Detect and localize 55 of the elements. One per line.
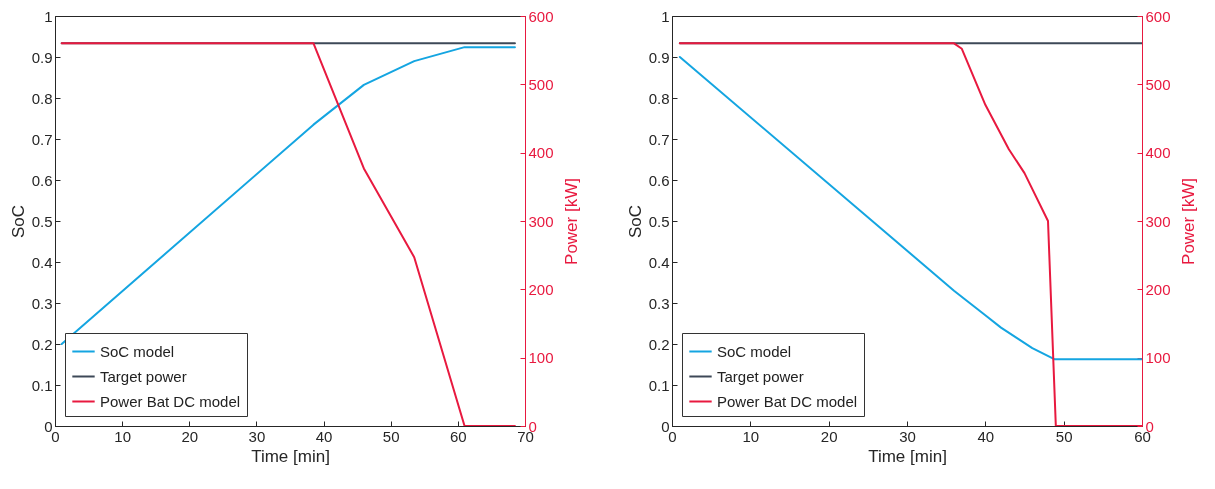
legend-label: Target power	[100, 367, 187, 385]
x-tick-label: 30	[248, 427, 266, 445]
y-tick-label: 0.7	[648, 130, 670, 148]
legend-label: SoC model	[100, 342, 175, 360]
y-tick-label: 0.2	[648, 335, 670, 353]
y2-tick-label: 400	[1145, 144, 1171, 162]
legend-label: Power Bat DC model	[717, 392, 858, 410]
y-tick-label: 0.9	[648, 48, 670, 66]
y-tick-label: 0.1	[31, 376, 53, 394]
y2-tick-label: 600	[528, 7, 554, 25]
y2-tick-label: 300	[1145, 212, 1171, 230]
legend-label: Power Bat DC model	[100, 392, 241, 410]
x-tick-label: 10	[114, 427, 131, 445]
x-axis-title: Time [min]	[251, 446, 330, 466]
y-tick-label: 0.5	[31, 212, 53, 230]
y2-tick-label: 400	[528, 144, 554, 162]
y2-tick-label: 200	[528, 280, 554, 298]
y-tick-label: 0.8	[648, 89, 670, 107]
legend-label: SoC model	[717, 342, 792, 360]
y-tick-label: 0.2	[31, 335, 53, 353]
x-tick-label: 10	[742, 427, 760, 445]
x-tick-label: 50	[382, 427, 400, 445]
x-axis-title: Time [min]	[868, 446, 947, 466]
y-axis-title: SoC	[8, 204, 28, 239]
y-tick-label: 1	[661, 7, 670, 25]
x-tick-label: 40	[977, 427, 995, 445]
y-tick-label: 0.7	[31, 130, 53, 148]
x-tick-label: 40	[315, 427, 333, 445]
y-tick-label: 0.3	[31, 294, 53, 312]
y2-tick-label: 300	[528, 212, 554, 230]
x-tick-label: 60	[450, 427, 467, 445]
y-tick-label: 0.6	[31, 171, 53, 189]
y2-tick-label: 600	[1145, 7, 1171, 25]
y2-tick-label: 100	[1145, 349, 1171, 367]
y-tick-label: 0.4	[648, 253, 670, 271]
legend-label: Target power	[717, 367, 804, 385]
y2-tick-label: 500	[528, 75, 554, 93]
x-tick-label: 50	[1055, 427, 1073, 445]
y2-axis-title: Power [kW]	[561, 178, 581, 265]
y-tick-label: 0.5	[648, 212, 670, 230]
y-tick-label: 0.9	[31, 48, 53, 66]
y-tick-label: 1	[44, 7, 53, 25]
y-tick-label: 0.3	[648, 294, 670, 312]
y2-tick-label: 200	[1145, 280, 1171, 298]
y-tick-label: 0.4	[31, 253, 53, 271]
x-tick-label: 20	[820, 427, 838, 445]
y2-tick-label: 100	[528, 349, 554, 367]
x-tick-label: 20	[181, 427, 199, 445]
x-tick-label: 30	[899, 427, 916, 445]
y2-axis-title: Power [kW]	[1178, 178, 1198, 265]
y-axis-title: SoC	[625, 204, 645, 239]
y2-tick-label: 500	[1145, 75, 1171, 93]
y-tick-label: 0.1	[648, 376, 670, 394]
y-tick-label: 0.8	[31, 89, 53, 107]
y-tick-label: 0.6	[648, 171, 670, 189]
